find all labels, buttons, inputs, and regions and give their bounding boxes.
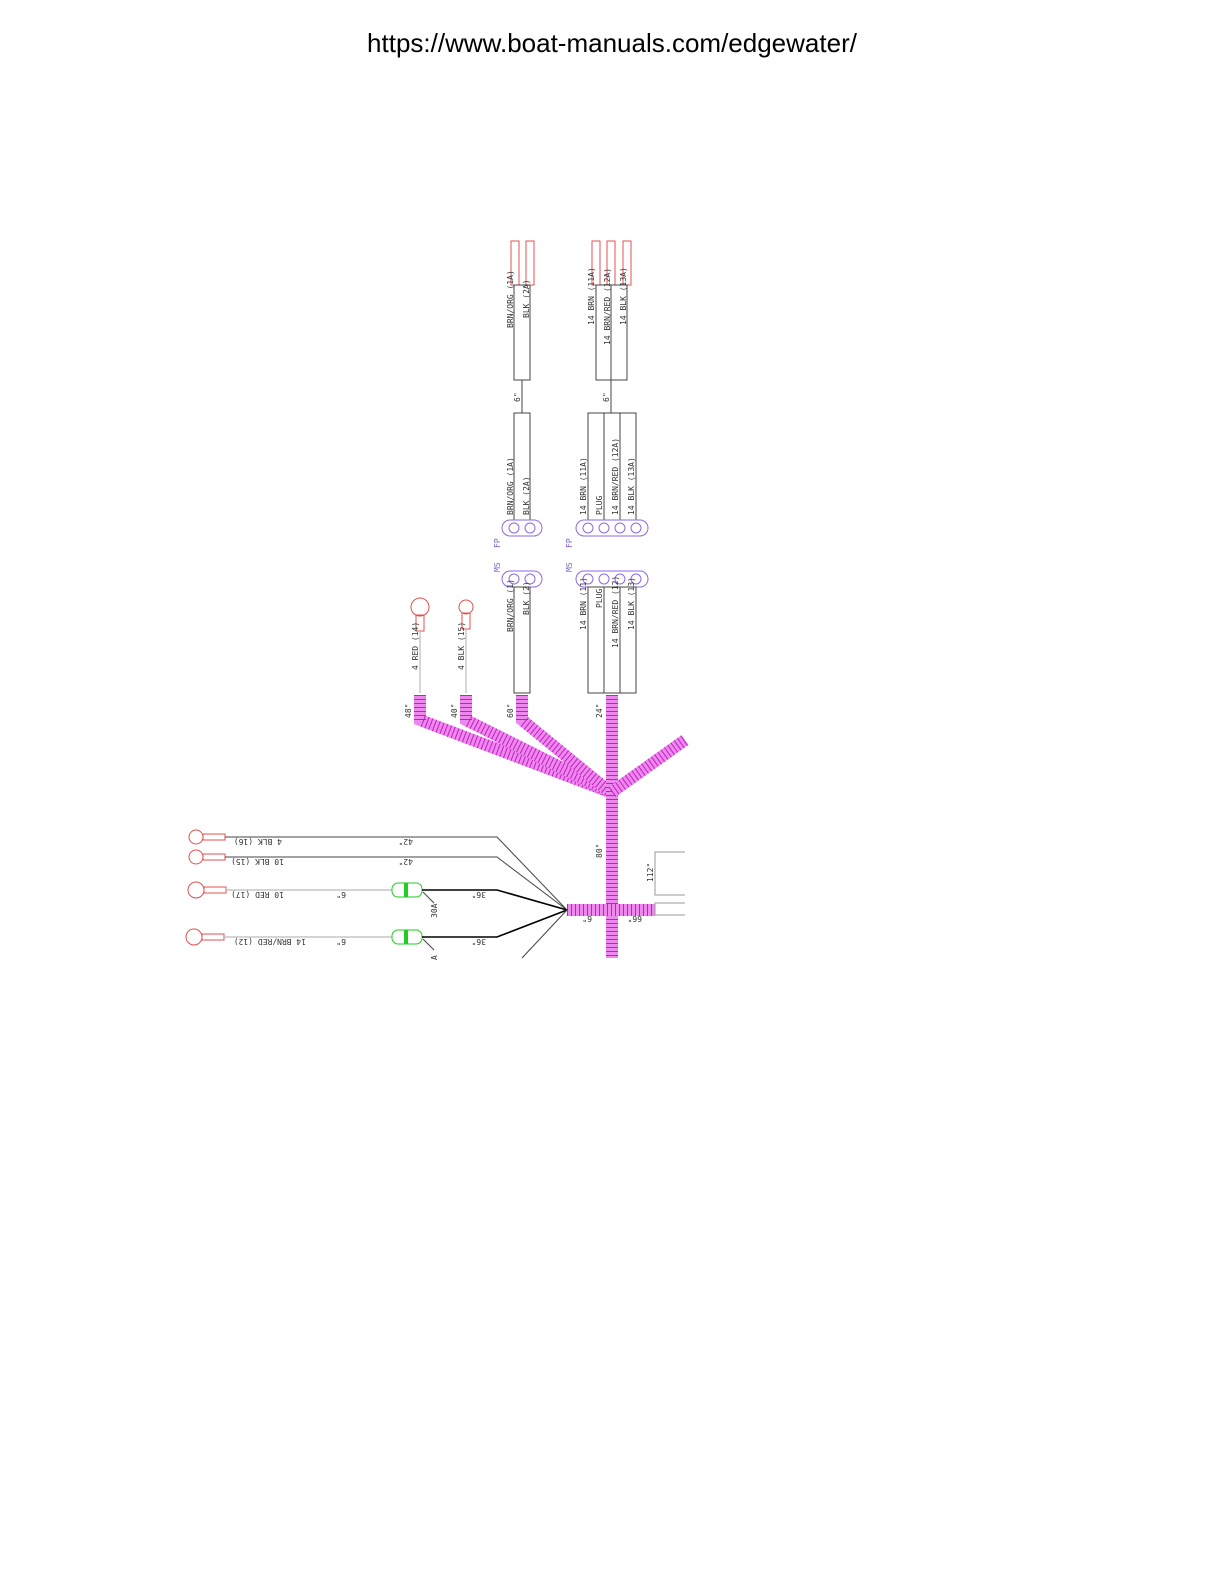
left-wire-2: 10 BLK (15) 42"	[188, 849, 568, 911]
length-label: 42"	[399, 837, 413, 846]
wire-label: 14 BRN (11)	[579, 577, 588, 630]
fuse-label: 30A	[430, 903, 439, 918]
wire-label: 14 BRN/RED (12A)	[611, 438, 620, 515]
length-label: 6"	[336, 937, 346, 946]
wire-label: BRN/ORG (1A)	[506, 457, 515, 515]
ms-connector-right: MS 14 BRN (11) PLUG 14 BRN/RED (12) 14 B…	[565, 562, 649, 718]
length-label: 66"	[628, 914, 642, 923]
wire-label: 14 BLK (13A)	[619, 267, 628, 325]
harness-bundles	[414, 695, 689, 958]
connector-label: MS	[493, 562, 502, 572]
top-right-pigtail: 14 BRN (11A) 14 BRN/RED (12A) 14 BLK (13…	[587, 240, 637, 521]
wire-label: BLK (2A)	[522, 476, 531, 515]
length-label: 6"	[582, 914, 592, 923]
wire-label: 14 BRN (11A)	[579, 457, 588, 515]
length-label: 36"	[472, 937, 486, 946]
wire-label: 10 BLK (15)	[231, 857, 284, 866]
wire-label: 14 BLK (13)	[627, 577, 636, 630]
wire-label: BLK (2A)	[522, 279, 531, 318]
wire-label: 14 BLK (13A)	[627, 457, 636, 515]
length-label: 6"	[513, 392, 522, 402]
left-wire-3: 10 RED (17) 6" 36" 30A	[187, 881, 568, 918]
length-label: 48"	[404, 704, 413, 718]
length-label: 42"	[399, 857, 413, 866]
length-label: 6"	[602, 392, 611, 402]
ring-terminal-wires: 4 RED (14) 4 BLK (15) 48" 40"	[404, 597, 474, 718]
length-label: 24"	[595, 704, 604, 718]
left-wires: 4 BLK (16) 42" 10 BLK (15) 42" 10 RED (1…	[185, 829, 568, 960]
wire-label: 4 BLK (16)	[234, 837, 282, 846]
wire-label: BRN/ORG (1)	[506, 579, 515, 632]
wire-label: 14 BRN/RED (12A)	[603, 268, 612, 345]
length-label: 6"	[336, 890, 346, 899]
length-label: 40"	[450, 704, 459, 718]
length-label: 112"	[646, 863, 655, 882]
fp-connector-left: FP BRN/ORG (1A) BLK (2A)	[493, 457, 543, 548]
wire-label: 14 BRN/RED (12)	[611, 576, 620, 648]
wire-label: 10 RED (17)	[231, 890, 284, 899]
wire-label: PLUG	[595, 589, 604, 608]
connector-label: FP	[565, 538, 574, 548]
left-wire-1: 4 BLK (16) 42"	[188, 829, 568, 911]
connector-label: FP	[493, 538, 502, 548]
wire-label: 4 RED (14)	[411, 622, 420, 670]
wire-label: BRN/ORG (1A)	[506, 270, 515, 328]
source-url: https://www.boat-manuals.com/edgewater/	[367, 28, 857, 58]
wire-label: 4 BLK (15)	[457, 622, 466, 670]
left-wire-4: 14 BRN/RED (12) 6" 36" A	[185, 909, 568, 960]
connector-label: MS	[565, 562, 574, 572]
length-label: 36"	[472, 890, 486, 899]
ms-connector-left: MS BRN/ORG (1) BLK (2) 60"	[493, 562, 543, 718]
top-left-pigtail: BRN/ORG (1A) BLK (2A) 6"	[506, 240, 535, 521]
fp-connector-right: FP 14 BRN (11A) PLUG 14 BRN/RED (12A) 14…	[565, 438, 649, 548]
wire-label: PLUG	[595, 496, 604, 515]
wire-label: BLK (2)	[522, 581, 531, 615]
fuse-label: A	[430, 955, 439, 960]
length-label: 80"	[595, 844, 604, 858]
right-box: 112"	[646, 851, 685, 916]
wire-label: 14 BRN (11A)	[587, 267, 596, 325]
wire-label: 14 BRN/RED (12)	[234, 937, 306, 946]
length-label: 60"	[506, 704, 515, 718]
